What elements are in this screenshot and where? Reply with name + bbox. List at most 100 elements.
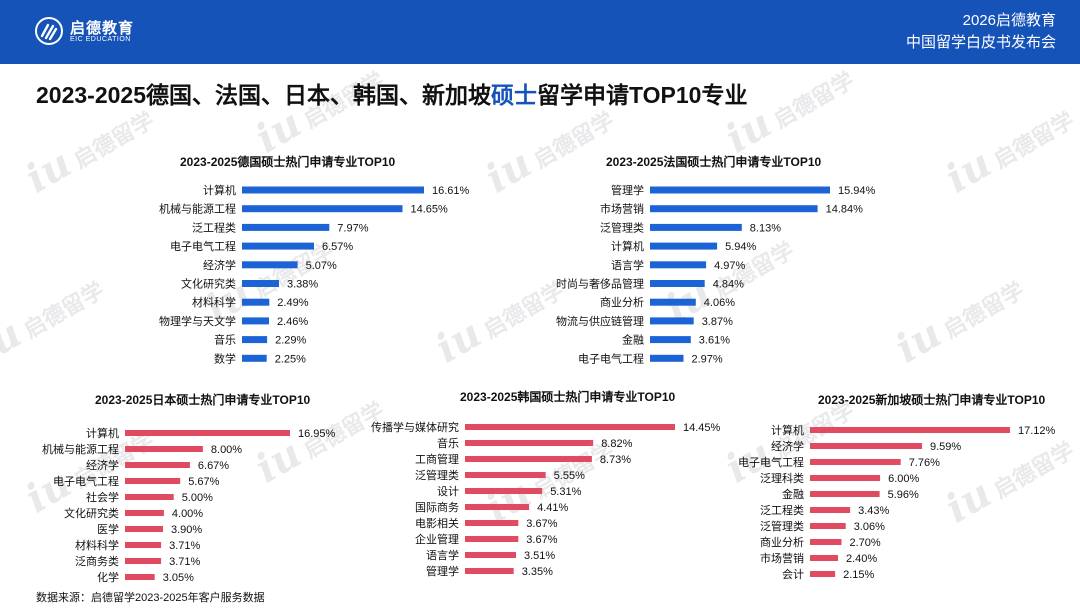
bar-chart-germany: 计算机 16.61% 机械与能源工程 14.65% 泛工程类 7.97% 电子电气工程 6.5… [159, 183, 470, 365]
category-label: 泛管理类 [760, 519, 804, 533]
value-label: 3.35% [522, 566, 553, 578]
value-label: 7.76% [909, 457, 940, 469]
bar [125, 510, 164, 516]
watermark-text: 启德留学 [769, 67, 859, 133]
value-label: 8.00% [211, 444, 242, 456]
category-label: 语言学 [611, 258, 644, 272]
value-label: 2.49% [277, 297, 308, 309]
category-label: 工商管理 [415, 452, 459, 466]
header-bar: 启德教育 EIC EDUCATION 2026启德教育 中国留学白皮书发布会 [0, 0, 1080, 64]
bar-chart-korea: 传播学与媒体研究 14.45% 音乐 8.82% 工商管理 8.73% 泛管理类 5.55% 设… [371, 420, 720, 578]
bar [125, 542, 162, 548]
watermark-mark: iu [0, 309, 30, 373]
eic-logo-icon [35, 17, 63, 45]
bar [465, 488, 543, 494]
value-label: 3.67% [526, 518, 557, 530]
title-prefix: 2023-2025德国、法国、日本、韩国、新加坡 [36, 82, 491, 108]
bar [242, 336, 268, 344]
bar [465, 440, 594, 446]
value-label: 3.90% [171, 524, 202, 536]
bar [242, 298, 270, 306]
chart-title: 2023-2025韩国硕士热门申请专业TOP10 [460, 390, 676, 404]
value-label: 3.87% [702, 316, 733, 328]
value-label: 3.51% [524, 550, 555, 562]
bar [242, 186, 424, 194]
value-label: 14.65% [411, 204, 449, 216]
value-label: 2.97% [692, 353, 723, 365]
value-label: 2.29% [275, 335, 306, 347]
value-label: 3.61% [699, 335, 730, 347]
value-label: 5.00% [182, 492, 213, 504]
value-label: 4.06% [704, 297, 735, 309]
value-label: 3.05% [163, 572, 194, 584]
bar [650, 354, 684, 362]
category-label: 经济学 [771, 439, 804, 453]
bar [242, 354, 267, 362]
bar [650, 317, 694, 325]
category-label: 泛工程类 [192, 220, 236, 234]
value-label: 2.25% [275, 353, 306, 365]
category-label: 商业分析 [600, 295, 644, 309]
chart-singapore: 2023-2025新加坡硕士热门申请专业TOP10 计算机 17.12% 经济学 9.… [715, 388, 1080, 588]
bar [810, 491, 880, 497]
bar [125, 462, 190, 468]
value-label: 3.43% [858, 505, 889, 517]
chart-title: 2023-2025新加坡硕士热门申请专业TOP10 [818, 393, 1046, 407]
category-label: 物流与供应链管理 [556, 314, 644, 328]
category-label: 管理学 [611, 183, 644, 197]
category-label: 金融 [782, 487, 804, 501]
category-label: 社会学 [86, 490, 119, 504]
title-highlight: 硕士 [491, 82, 537, 108]
category-label: 时尚与奢侈品管理 [556, 277, 644, 291]
value-label: 4.41% [537, 502, 568, 514]
value-label: 5.55% [554, 470, 585, 482]
chart-france: 2023-2025法国硕士热门申请专业TOP10 管理学 15.94% 市场营销 14… [520, 150, 1050, 370]
bar [465, 504, 530, 510]
bar [810, 443, 922, 449]
bar [810, 427, 1010, 433]
value-label: 4.97% [714, 260, 745, 272]
value-label: 5.94% [725, 241, 756, 253]
bar-chart-japan: 计算机 16.95% 机械与能源工程 8.00% 经济学 6.67% 电子电气工程 5.67%… [42, 426, 336, 584]
bar [810, 571, 836, 577]
category-label: 泛管理类 [415, 468, 459, 482]
bar [650, 336, 691, 344]
category-label: 计算机 [611, 239, 644, 253]
category-label: 物理学与天文学 [159, 314, 236, 328]
logo-name-en: EIC EDUCATION [70, 36, 131, 43]
bar [650, 280, 705, 287]
category-label: 管理学 [426, 564, 459, 578]
category-label: 机械与能源工程 [42, 442, 119, 456]
bar [125, 494, 174, 500]
bar [465, 552, 516, 558]
category-label: 设计 [437, 485, 459, 498]
category-label: 文化研究类 [64, 506, 119, 520]
value-label: 3.38% [287, 279, 318, 291]
bar [650, 186, 830, 194]
bar [810, 539, 842, 545]
category-label: 泛理科类 [760, 471, 804, 485]
category-label: 材料科学 [75, 538, 119, 552]
category-label: 国际商务 [415, 500, 459, 514]
chart-title: 2023-2025法国硕士热门申请专业TOP10 [606, 155, 822, 169]
value-label: 17.12% [1018, 425, 1056, 437]
category-label: 泛管理类 [600, 220, 644, 234]
value-label: 6.57% [322, 241, 353, 253]
bar [242, 317, 269, 325]
data-source-note: 数据来源：启德留学2023-2025年客户服务数据 [36, 592, 265, 604]
bar [125, 430, 290, 436]
category-label: 化学 [97, 570, 119, 584]
category-label: 电影相关 [415, 516, 459, 530]
category-label: 医学 [97, 522, 119, 536]
bar [242, 223, 330, 231]
category-label: 市场营销 [760, 551, 804, 565]
bar [650, 298, 696, 306]
value-label: 2.40% [846, 553, 877, 565]
bar [650, 261, 707, 269]
value-label: 5.31% [550, 486, 581, 498]
bar [242, 261, 298, 269]
category-label: 企业管理 [415, 532, 459, 546]
bar [810, 555, 838, 561]
category-label: 经济学 [203, 258, 236, 272]
